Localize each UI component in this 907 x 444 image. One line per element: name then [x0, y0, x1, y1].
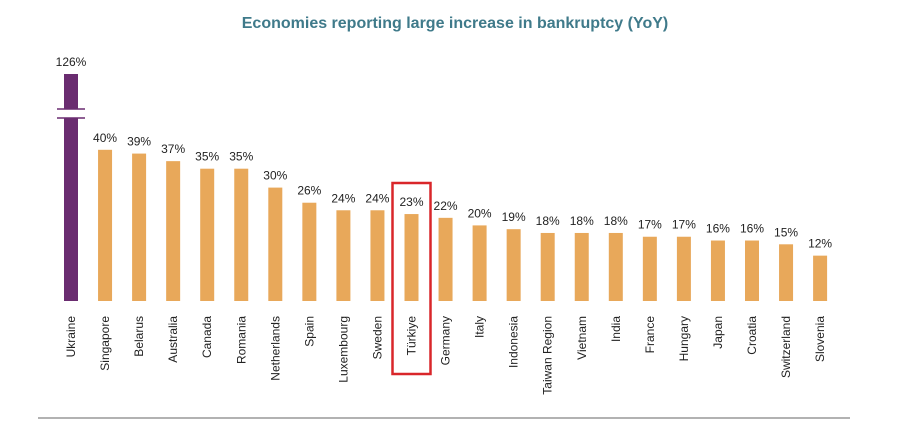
- value-label: 19%: [502, 210, 526, 224]
- bar: [64, 74, 78, 301]
- x-tick-label: Switzerland: [779, 316, 793, 378]
- bar: [540, 232, 555, 301]
- value-label: 24%: [365, 191, 389, 205]
- bar: [200, 168, 215, 301]
- x-tick-label: Romania: [234, 316, 248, 364]
- bar: [166, 161, 181, 301]
- axis-break-gap: [57, 109, 85, 118]
- bar: [302, 202, 317, 301]
- bar: [268, 187, 283, 301]
- bar: [813, 255, 828, 301]
- value-label: 15%: [774, 225, 798, 239]
- x-tick-label: Ukraine: [64, 316, 78, 358]
- bar: [506, 229, 521, 301]
- bar: [608, 232, 623, 301]
- value-label: 35%: [229, 150, 253, 164]
- value-label: 30%: [263, 169, 287, 183]
- x-tick-label: Netherlands: [268, 316, 282, 381]
- value-label: 18%: [604, 214, 628, 228]
- x-tick-label: Slovenia: [813, 316, 827, 362]
- value-label: 17%: [672, 218, 696, 232]
- value-label: 16%: [740, 222, 764, 236]
- x-tick-label: Vietnam: [575, 316, 589, 360]
- x-tick-label: Japan: [711, 316, 725, 349]
- value-label: 12%: [808, 237, 832, 251]
- x-tick-label: Indonesia: [507, 316, 521, 368]
- value-label: 17%: [638, 218, 662, 232]
- bar: [745, 240, 759, 301]
- value-label: 26%: [297, 184, 321, 198]
- bar: [370, 210, 385, 301]
- x-tick-label: Sweden: [370, 316, 384, 359]
- bar: [574, 232, 589, 301]
- x-tick-label: France: [643, 316, 657, 354]
- value-label: 22%: [434, 199, 458, 213]
- x-tick-label: India: [609, 316, 623, 342]
- x-tick-label: Luxembourg: [336, 316, 350, 383]
- value-label: 23%: [399, 195, 423, 209]
- bar: [676, 236, 691, 301]
- bar: [336, 210, 351, 301]
- bar: [710, 240, 725, 301]
- value-label: 18%: [536, 214, 560, 228]
- x-tick-label: Italy: [473, 316, 487, 338]
- bar: [779, 244, 794, 301]
- value-label: 24%: [331, 191, 355, 205]
- bar: [98, 149, 113, 301]
- x-tick-label: Belarus: [132, 316, 146, 357]
- bar: [642, 236, 657, 301]
- x-tick-label: Croatia: [745, 316, 759, 355]
- x-tick-label: Spain: [302, 316, 316, 347]
- x-tick-label: Australia: [166, 316, 180, 363]
- bar: [472, 225, 487, 301]
- x-tick-label: Taiwan Region: [541, 316, 555, 395]
- highlight-box: [391, 181, 432, 376]
- bar: [234, 168, 249, 301]
- value-label: 35%: [195, 150, 219, 164]
- value-label: 20%: [468, 206, 492, 220]
- value-label: 18%: [570, 214, 594, 228]
- x-tick-label: Türkiye: [405, 316, 419, 356]
- value-label: 126%: [56, 55, 87, 69]
- x-tick-label: Canada: [200, 316, 214, 358]
- value-label: 37%: [161, 142, 185, 156]
- value-label: 16%: [706, 222, 730, 236]
- bar: [438, 217, 453, 301]
- value-label: 39%: [127, 135, 151, 149]
- chart-title: Economies reporting large increase in ba…: [242, 15, 668, 32]
- x-tick-label: Germany: [439, 316, 453, 365]
- value-label: 40%: [93, 131, 117, 145]
- x-tick-label: Singapore: [98, 316, 112, 371]
- bar: [132, 153, 147, 301]
- bar: [404, 214, 419, 301]
- x-tick-label: Hungary: [677, 316, 691, 361]
